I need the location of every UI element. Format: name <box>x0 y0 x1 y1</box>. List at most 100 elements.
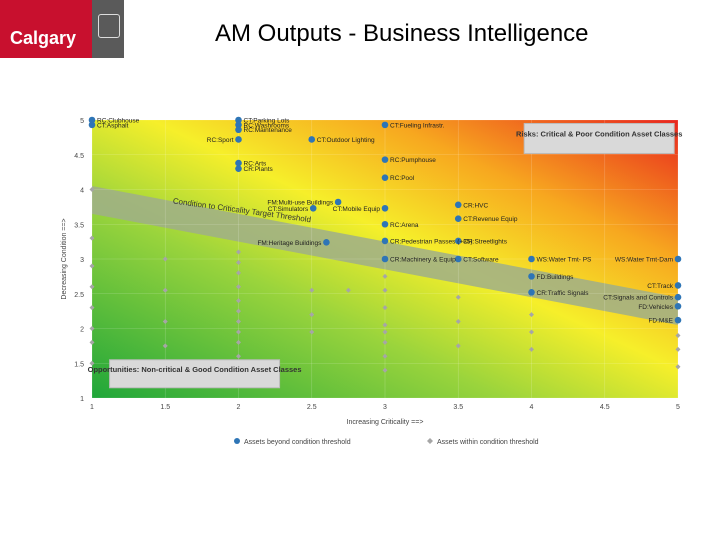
calgary-logo: Calgary <box>0 0 124 58</box>
point-label: CT:Signals and Controls <box>603 295 673 302</box>
beyond-threshold-point <box>454 237 462 245</box>
within-threshold-point <box>236 319 241 325</box>
beyond-threshold-point <box>381 204 389 212</box>
y-tick-label: 3 <box>80 257 84 264</box>
y-tick-label: 4 <box>80 188 84 195</box>
within-threshold-point <box>236 339 241 345</box>
legend-within-marker <box>427 438 433 444</box>
beyond-threshold-point <box>309 204 317 212</box>
within-threshold-point <box>162 287 168 293</box>
within-threshold-point <box>89 263 95 269</box>
within-threshold-point <box>162 319 168 325</box>
beyond-threshold-point <box>381 237 389 245</box>
opportunity-annotation-box <box>109 359 281 389</box>
y-tick-label: 2 <box>80 327 84 334</box>
beyond-threshold-point <box>674 293 682 301</box>
beyond-threshold-point <box>235 159 242 167</box>
beyond-threshold-point <box>323 239 330 246</box>
within-threshold-point <box>675 332 681 338</box>
risk-annotation-text: Risks: Critical & Poor Condition Asset C… <box>516 129 682 138</box>
beyond-threshold-point <box>381 220 389 228</box>
point-label: CR:Pedestrian Passes (+35) <box>390 238 473 245</box>
beyond-threshold-point <box>381 174 389 181</box>
beyond-threshold-point <box>235 136 242 143</box>
within-threshold-point <box>455 343 461 349</box>
x-tick-label: 3.5 <box>453 404 463 411</box>
x-tick-label: 1 <box>90 404 94 411</box>
y-tick-label: 4.5 <box>74 153 84 160</box>
beyond-threshold-point <box>528 289 535 296</box>
within-threshold-point <box>162 343 168 349</box>
point-label: CR:HVC <box>463 202 488 209</box>
within-threshold-point <box>529 312 534 318</box>
point-label: FD:M&E <box>648 318 673 325</box>
x-tick-label: 3 <box>383 404 387 411</box>
legend-within-label: Assets within condition threshold <box>437 439 539 446</box>
point-label: WS:Water Tmt- PS <box>537 257 593 264</box>
within-threshold-point <box>345 287 351 293</box>
beyond-threshold-point <box>88 116 96 124</box>
point-label: WS:Water Tmt-Dam <box>615 257 673 264</box>
point-label: RC:Pumphouse <box>390 157 436 164</box>
city-crest-icon <box>92 0 124 58</box>
x-tick-label: 1.5 <box>160 404 170 411</box>
y-tick-label: 2.5 <box>74 292 84 299</box>
within-threshold-point <box>382 329 388 335</box>
within-threshold-point <box>455 319 461 325</box>
point-label: RC:Sport <box>207 137 234 144</box>
within-threshold-point <box>309 287 315 293</box>
point-label: RC:Washrooms <box>244 122 290 129</box>
point-label: RC:Arts <box>244 161 268 168</box>
beyond-threshold-point <box>528 273 535 280</box>
y-tick-label: 3.5 <box>74 222 84 229</box>
opportunity-annotation-text: Opportunities: Non-critical & Good Condi… <box>88 365 302 374</box>
within-threshold-point <box>455 294 461 300</box>
risk-matrix-chart: Condition to Criticality Target Threshol… <box>52 108 702 458</box>
beyond-threshold-point <box>674 282 682 289</box>
point-label: CR:Machinery & Equip <box>390 257 456 264</box>
point-label: CT:Mobile Equip <box>333 206 381 213</box>
logo-wordmark: Calgary <box>10 28 77 48</box>
within-threshold-point <box>382 322 388 328</box>
y-axis-label: Decreasing Condition ==> <box>61 218 68 299</box>
point-label: FD:Buildings <box>537 274 575 281</box>
within-threshold-point <box>236 249 241 255</box>
within-threshold-point <box>382 367 388 373</box>
x-axis-label: Increasing Criticality ==> <box>347 419 424 426</box>
within-threshold-point <box>89 339 95 345</box>
point-label: RC:Maintenance <box>244 127 293 134</box>
within-threshold-point <box>236 270 241 276</box>
point-label: CT:Simulators <box>268 206 309 213</box>
point-label: CT:Asphalt <box>97 122 129 129</box>
point-label: RC:Clubhouse <box>97 118 140 125</box>
beyond-threshold-point <box>235 116 242 124</box>
risk-annotation-box <box>523 122 675 154</box>
beyond-threshold-point <box>381 255 389 263</box>
within-threshold-point <box>89 235 95 241</box>
beyond-threshold-point <box>454 255 462 263</box>
beyond-threshold-point <box>381 121 389 129</box>
within-threshold-point <box>309 312 315 318</box>
within-threshold-point <box>162 256 168 262</box>
point-label: FM:Heritage Buildings <box>257 240 322 247</box>
within-threshold-point <box>236 298 241 304</box>
within-threshold-point <box>236 308 241 314</box>
beyond-threshold-point <box>235 126 242 134</box>
within-threshold-point <box>309 329 315 335</box>
y-tick-label: 1 <box>80 396 84 403</box>
within-threshold-point <box>89 284 95 290</box>
y-tick-label: 1.5 <box>74 361 84 368</box>
point-label: CR:Traffic Signals <box>537 290 590 297</box>
legend-beyond-marker <box>234 438 240 444</box>
within-threshold-point <box>529 346 534 352</box>
within-threshold-point <box>89 187 95 192</box>
point-label: CT:Revenue Equip <box>463 216 518 223</box>
point-label: CR:Plants <box>244 166 274 173</box>
within-threshold-point <box>382 287 388 293</box>
beyond-threshold-point <box>674 302 682 310</box>
beyond-threshold-point <box>88 121 96 129</box>
beyond-threshold-point <box>454 201 462 209</box>
within-threshold-point <box>236 259 241 265</box>
within-threshold-point <box>236 284 241 290</box>
within-threshold-point <box>236 329 241 335</box>
